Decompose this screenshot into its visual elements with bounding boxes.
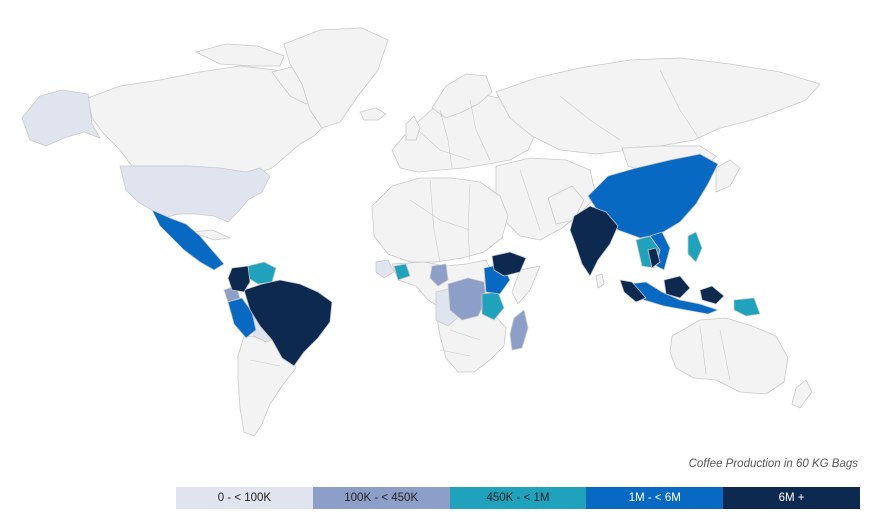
legend-item-0-100k[interactable]: 0 - < 100K: [176, 487, 313, 509]
legend-item-100k-450k[interactable]: 100K - < 450K: [312, 487, 450, 509]
no-data-land: [87, 27, 821, 437]
pakistan[interactable]: [547, 185, 585, 225]
tanzania[interactable]: [481, 291, 505, 321]
indonesia-sumatra[interactable]: [619, 279, 647, 303]
legend-label: 1M - < 6M: [628, 492, 681, 504]
china[interactable]: [587, 153, 719, 239]
japan[interactable]: [715, 159, 741, 193]
russia[interactable]: [495, 57, 821, 155]
alaska[interactable]: [21, 89, 101, 147]
legend-caption: Coffee Production in 60 KG Bags: [688, 458, 858, 470]
cote-divoire[interactable]: [393, 263, 411, 281]
tier-450k-1m: [247, 231, 761, 321]
legend-item-6m-plus[interactable]: 6M +: [723, 487, 860, 509]
iceland[interactable]: [359, 107, 387, 121]
australia[interactable]: [669, 317, 789, 395]
legend-label: 100K - < 450K: [344, 492, 419, 504]
legend-label: 0 - < 100K: [217, 492, 272, 504]
uk[interactable]: [405, 115, 421, 141]
papua-new-guinea[interactable]: [733, 297, 761, 317]
greenland[interactable]: [283, 27, 389, 129]
canada[interactable]: [87, 65, 331, 175]
tier-6m-plus: [227, 205, 725, 367]
tier-0-100k: [21, 89, 465, 343]
cameroon-car[interactable]: [429, 263, 449, 287]
indonesia-east[interactable]: [699, 285, 725, 305]
ethiopia[interactable]: [491, 251, 527, 277]
scandinavia[interactable]: [431, 73, 493, 119]
india[interactable]: [569, 205, 619, 277]
ghana-togo[interactable]: [375, 259, 395, 279]
new-zealand[interactable]: [791, 379, 813, 409]
united-states[interactable]: [119, 165, 271, 223]
indonesia-borneo[interactable]: [663, 275, 691, 299]
legend-item-450k-1m[interactable]: 450K - < 1M: [449, 487, 587, 509]
colombia[interactable]: [227, 265, 251, 293]
legend-label: 450K - < 1M: [486, 492, 550, 504]
philippines[interactable]: [687, 231, 703, 263]
legend-label: 6M +: [778, 492, 805, 504]
arctic-islands[interactable]: [195, 43, 285, 67]
brazil[interactable]: [243, 279, 333, 367]
venezuela[interactable]: [247, 261, 277, 285]
vietnam[interactable]: [649, 231, 671, 271]
sri-lanka[interactable]: [595, 273, 605, 289]
tier-1m-6m: [151, 153, 719, 339]
world-map: [21, 27, 821, 437]
madagascar[interactable]: [509, 309, 529, 351]
legend: 0 - < 100K 100K - < 450K 450K - < 1M 1M …: [176, 487, 860, 509]
country-borders: [249, 69, 731, 381]
vietnam-dark[interactable]: [647, 247, 661, 269]
mexico-central-america[interactable]: [151, 209, 225, 271]
somalia[interactable]: [511, 265, 541, 305]
cuba[interactable]: [191, 229, 231, 241]
legend-item-1m-6m[interactable]: 1M - < 6M: [586, 487, 724, 509]
